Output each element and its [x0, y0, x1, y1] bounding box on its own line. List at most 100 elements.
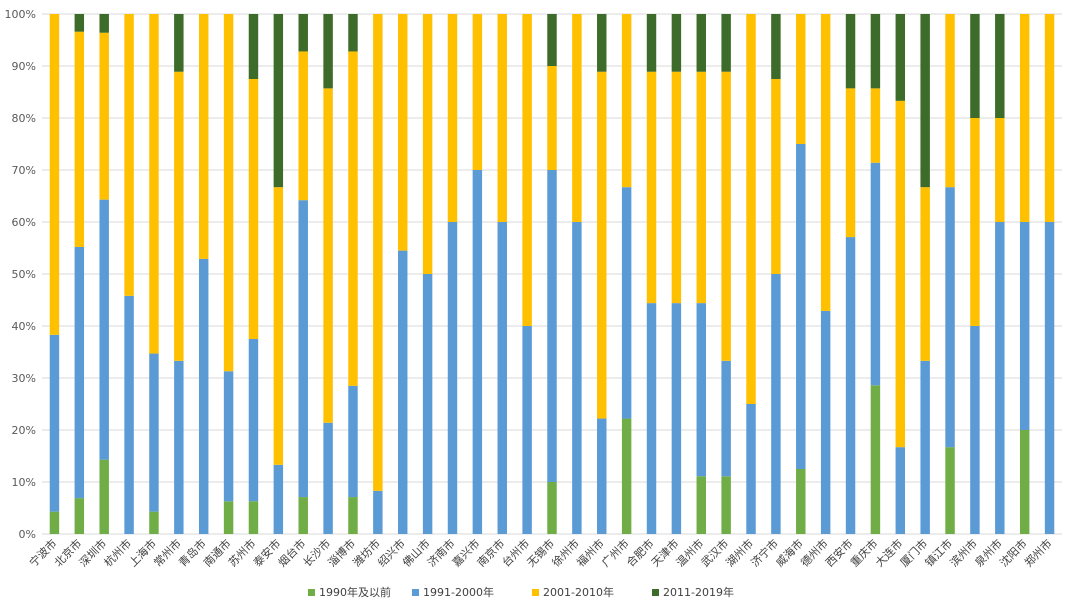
legend-label: 1991-2000年: [423, 585, 494, 599]
bar-segment-series-3: [124, 14, 134, 296]
x-tick-label: 无锡市: [524, 536, 557, 569]
x-tick-label: 滨州市: [947, 536, 980, 569]
bar-segment-series-2: [398, 250, 408, 534]
bar-segment-series-1: [99, 459, 109, 534]
bar-segment-series-1: [1019, 430, 1030, 534]
bar-segment-series-2: [621, 187, 632, 419]
x-tick-label: 湖州市: [723, 536, 756, 569]
bar-segment-series-1: [945, 447, 955, 534]
bar-segment-series-4: [99, 14, 109, 33]
x-tick-label: 潍坊市: [350, 536, 383, 569]
bar-segment-series-4: [273, 14, 284, 188]
bar-segment-series-2: [820, 310, 831, 534]
bar-segment-series-3: [696, 71, 706, 304]
bar-segment-series-3: [223, 14, 234, 372]
bar-segment-series-2: [995, 222, 1005, 534]
x-tick-label: 泰安市: [250, 536, 283, 569]
y-tick-label: 50%: [12, 268, 36, 281]
bar-segment-series-1: [248, 501, 259, 534]
x-tick-label: 宁波市: [26, 536, 59, 569]
bar-segment-series-3: [547, 66, 557, 170]
bar-segment-series-4: [597, 14, 607, 72]
bar-segment-series-2: [547, 170, 557, 482]
y-tick-label: 20%: [12, 424, 36, 437]
x-tick-label: 北京市: [51, 536, 84, 569]
bar-segment-series-2: [696, 303, 706, 477]
y-tick-label: 70%: [12, 164, 36, 177]
bar-segment-series-3: [746, 14, 756, 404]
bar-segment-series-3: [995, 118, 1005, 222]
y-tick-label: 100%: [5, 8, 36, 21]
bar-segment-series-1: [223, 501, 234, 534]
bar-segment-series-2: [323, 422, 333, 534]
bar-segment-series-3: [945, 14, 955, 188]
x-tick-label: 苏州市: [225, 536, 258, 569]
bar-segment-series-3: [970, 118, 980, 326]
bar-segment-series-2: [373, 490, 383, 534]
bar-segment-series-4: [248, 14, 259, 79]
x-tick-label: 常州市: [151, 536, 184, 569]
y-tick-label: 30%: [12, 372, 36, 385]
bar-segment-series-3: [771, 79, 781, 274]
bar-segment-series-2: [845, 237, 856, 534]
x-tick-label: 嘉兴市: [449, 536, 482, 569]
bar-segment-series-4: [547, 14, 557, 66]
x-tick-label: 温州市: [673, 536, 706, 569]
bar-segment-series-2: [149, 353, 159, 512]
bar-segment-series-2: [198, 258, 209, 534]
bar-segment-series-3: [198, 14, 209, 259]
x-tick-label: 绍兴市: [375, 536, 408, 569]
x-tick-label: 烟台市: [275, 536, 308, 569]
bar-segment-series-3: [497, 14, 507, 222]
bar-segment-series-3: [398, 14, 408, 251]
bar-segment-series-2: [895, 447, 906, 534]
bar-segment-series-4: [771, 14, 781, 79]
bar-segment-series-3: [621, 14, 632, 188]
bar-segment-series-3: [522, 14, 532, 326]
bar-segment-series-3: [796, 14, 806, 144]
bar-segment-series-1: [547, 482, 557, 534]
bar-segment-series-2: [298, 200, 308, 498]
bar-segment-series-3: [597, 71, 607, 419]
x-tick-label: 南京市: [474, 536, 507, 569]
x-tick-label: 深圳市: [76, 536, 109, 569]
bar-segment-series-4: [920, 14, 930, 188]
bar-segment-series-2: [447, 222, 458, 534]
bar-segment-series-3: [323, 88, 333, 423]
legend-swatch: [652, 589, 659, 596]
bar-segment-series-1: [796, 469, 806, 534]
bar-segment-series-3: [572, 14, 582, 222]
x-tick-label: 天津市: [648, 536, 681, 569]
x-tick-label: 德州市: [798, 536, 831, 569]
bar-segment-series-2: [945, 187, 955, 448]
x-tick-label: 青岛市: [176, 536, 209, 569]
bar-segment-series-4: [995, 14, 1005, 118]
bar-segment-series-1: [348, 497, 358, 534]
bar-segment-series-4: [348, 14, 358, 52]
x-tick-label: 济南市: [424, 536, 457, 569]
bar-segment-series-3: [472, 14, 483, 170]
bar-segment-series-1: [721, 476, 731, 534]
x-tick-label: 上海市: [126, 536, 159, 569]
legend-swatch: [532, 589, 539, 596]
bar-segment-series-2: [49, 334, 60, 512]
y-tick-label: 60%: [12, 216, 36, 229]
bar-segment-series-3: [895, 100, 906, 448]
y-tick-label: 90%: [12, 60, 36, 73]
bar-segment-series-1: [621, 418, 632, 534]
legend: 1990年及以前 1991-2000年 2001-2010年 2011-2019年: [308, 585, 734, 599]
x-tick-label: 威海市: [773, 536, 806, 569]
bar-segment-series-3: [820, 14, 831, 311]
y-tick-label: 40%: [12, 320, 36, 333]
bar-segment-series-4: [323, 14, 333, 89]
bar-segment-series-2: [597, 418, 607, 534]
x-tick-label: 厦门市: [897, 536, 930, 569]
x-tick-label: 徐州市: [549, 536, 582, 569]
bar-segment-series-4: [671, 14, 682, 72]
x-tick-label: 长沙市: [300, 536, 333, 569]
legend-label: 2011-2019年: [663, 585, 734, 599]
x-tick-label: 郑州市: [1021, 536, 1054, 569]
bar-segment-series-3: [1019, 14, 1030, 222]
bar-segment-series-4: [895, 14, 906, 101]
